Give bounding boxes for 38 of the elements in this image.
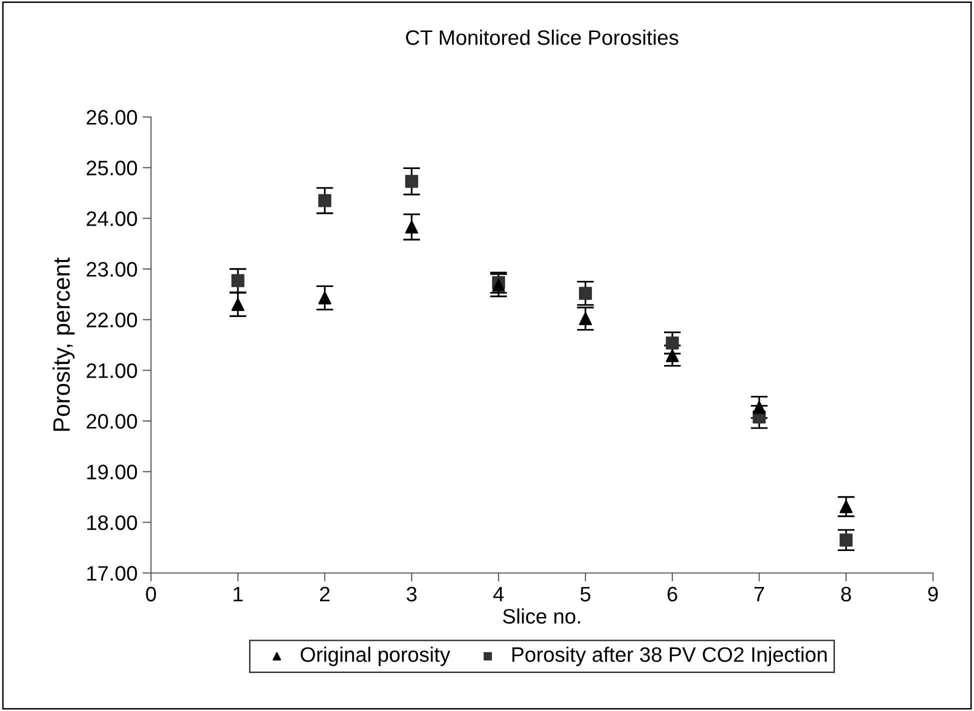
point <box>318 194 332 208</box>
chart-title: CT Monitored Slice Porosities <box>406 30 678 45</box>
point <box>578 286 592 300</box>
x-tick-label: 3 <box>406 586 417 602</box>
x-tick-label: 1 <box>234 586 243 602</box>
x-tick-label: 2 <box>320 586 330 602</box>
legend-label: Porosity after 38 PV CO2 Injection <box>512 646 827 666</box>
point <box>666 336 679 350</box>
point <box>666 349 679 362</box>
point <box>405 174 418 188</box>
point <box>405 220 418 234</box>
y-tick-label: 21.00 <box>86 363 137 378</box>
y-tick-label: 23.00 <box>86 262 137 277</box>
x-tick-label: 7 <box>754 586 764 602</box>
x-tick-label: 9 <box>928 586 938 602</box>
point <box>231 298 244 311</box>
y-tick-label: 24.00 <box>86 211 137 226</box>
y-tick-label: 25.00 <box>86 160 137 176</box>
y-tick-label: 26.00 <box>86 110 137 125</box>
y-tick-label: 18.00 <box>87 515 137 530</box>
point <box>231 274 244 288</box>
y-tick-label: 17.00 <box>87 566 137 581</box>
y-tick-label: 19.00 <box>87 464 137 480</box>
y-axis-title: Porosity, percent <box>52 257 75 431</box>
x-tick-label: 8 <box>841 586 851 602</box>
x-tick-label: 0 <box>146 586 156 602</box>
point <box>752 400 766 414</box>
point <box>840 500 853 514</box>
point <box>840 534 853 547</box>
x-axis-title: Slice no. <box>502 608 580 624</box>
x-tick-label: 4 <box>493 586 504 602</box>
y-tick-label: 20.00 <box>86 414 137 429</box>
point <box>318 291 332 304</box>
point <box>578 312 592 326</box>
legend-label: Original porosity <box>300 646 450 666</box>
x-tick-label: 5 <box>580 586 590 602</box>
y-tick-label: 22.00 <box>86 312 137 328</box>
x-tick-label: 6 <box>668 586 678 602</box>
